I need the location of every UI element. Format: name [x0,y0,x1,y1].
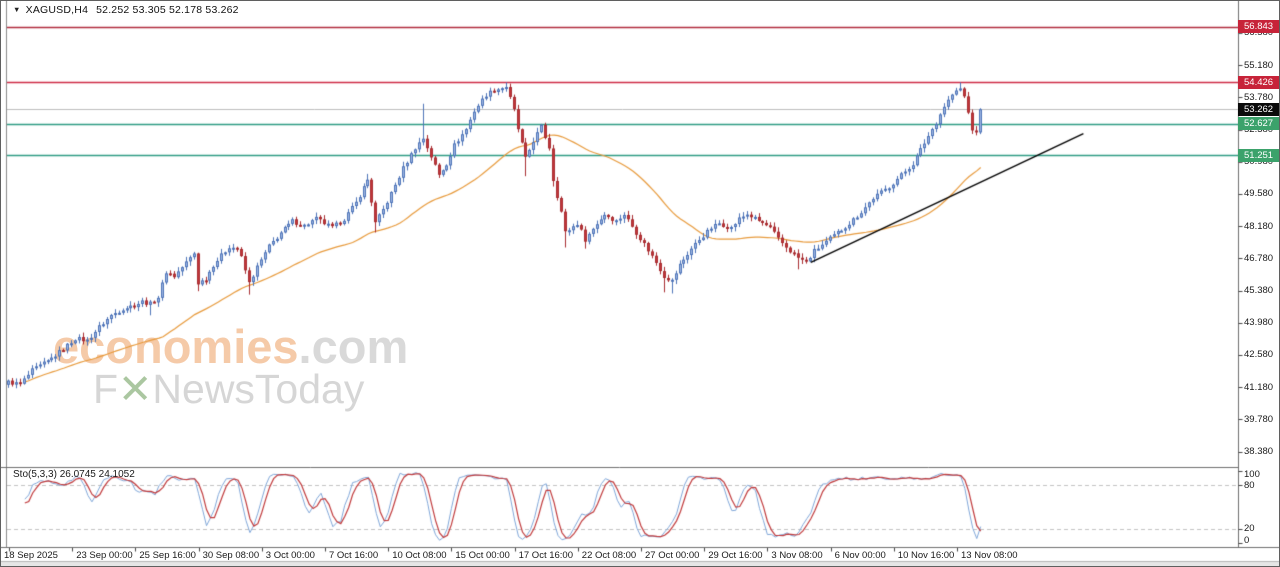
price-level-badge-resistance: 56.843 [1238,20,1279,34]
date-tick-label: 6 Nov 00:00 [834,550,886,561]
date-tick-label: 27 Oct 00:00 [645,550,700,561]
price-tick-label: 48.180 [1244,220,1274,232]
price-tick-label: 41.180 [1244,381,1274,393]
price-level-badge-last-price: 53.262 [1238,102,1279,116]
date-tick-label: 23 Sep 00:00 [76,550,133,561]
date-tick-label: 30 Sep 08:00 [202,550,260,561]
stochastic-scale-label: 0 [1244,534,1250,546]
date-tick-label: 3 Nov 08:00 [771,550,823,561]
price-tick-label: 53.780 [1244,91,1274,103]
price-axis[interactable]: 56.58055.18053.78052.38050.98049.58048.1… [1238,1,1279,566]
stochastic-label: Sto(5,3,3) 26.0745 24.1052 [13,469,135,480]
date-tick-label: 29 Oct 16:00 [708,550,763,561]
date-tick-label: 10 Nov 16:00 [897,550,955,561]
price-level-badge-support: 51.251 [1238,148,1279,162]
price-tick-label: 46.780 [1244,252,1274,264]
price-tick-label: 49.580 [1244,188,1274,200]
stochastic-name: Sto(5,3,3) [13,469,57,480]
stochastic-scale-label: 80 [1244,479,1255,491]
chart-title-ohlc: 52.252 53.305 52.178 53.262 [96,4,239,16]
symbol-dropdown-icon[interactable]: ▼ [13,5,21,14]
stochastic-scale-label: 100 [1244,468,1260,480]
price-tick-label: 39.780 [1244,413,1274,425]
price-tick-label: 42.580 [1244,349,1274,361]
date-tick-label: 25 Sep 16:00 [139,550,196,561]
price-level-badge-support: 52.627 [1238,117,1279,131]
price-level-badge-resistance: 54.426 [1238,75,1279,89]
date-axis[interactable]: 18 Sep 2025 23 Sep 00:00 25 Sep 16:00 30 Se… [1,547,1279,566]
date-tick-label: 18 Sep 2025 [4,550,58,561]
date-tick-label: 15 Oct 00:00 [455,550,510,561]
price-tick-label: 45.380 [1244,285,1274,296]
price-tick-label: 38.380 [1244,446,1274,457]
price-tick-label: 43.980 [1244,317,1274,329]
date-tick-label: 13 Nov 08:00 [961,550,1018,561]
date-tick-label: 10 Oct 08:00 [392,550,447,561]
price-tick-label: 55.180 [1244,59,1274,71]
date-tick-label: 7 Oct 16:00 [329,550,379,561]
stochastic-scale-label: 20 [1244,523,1255,534]
date-tick-label: 22 Oct 08:00 [581,550,637,561]
chart-title: ▼ XAGUSD,H4 52.252 53.305 52.178 53.262 [13,4,239,16]
chart-title-symbol: XAGUSD,H4 [25,4,89,16]
date-tick-label: 17 Oct 16:00 [518,550,573,561]
date-tick-label: 3 Oct 00:00 [265,550,315,561]
stochastic-values: 26.0745 24.1052 [59,469,135,480]
